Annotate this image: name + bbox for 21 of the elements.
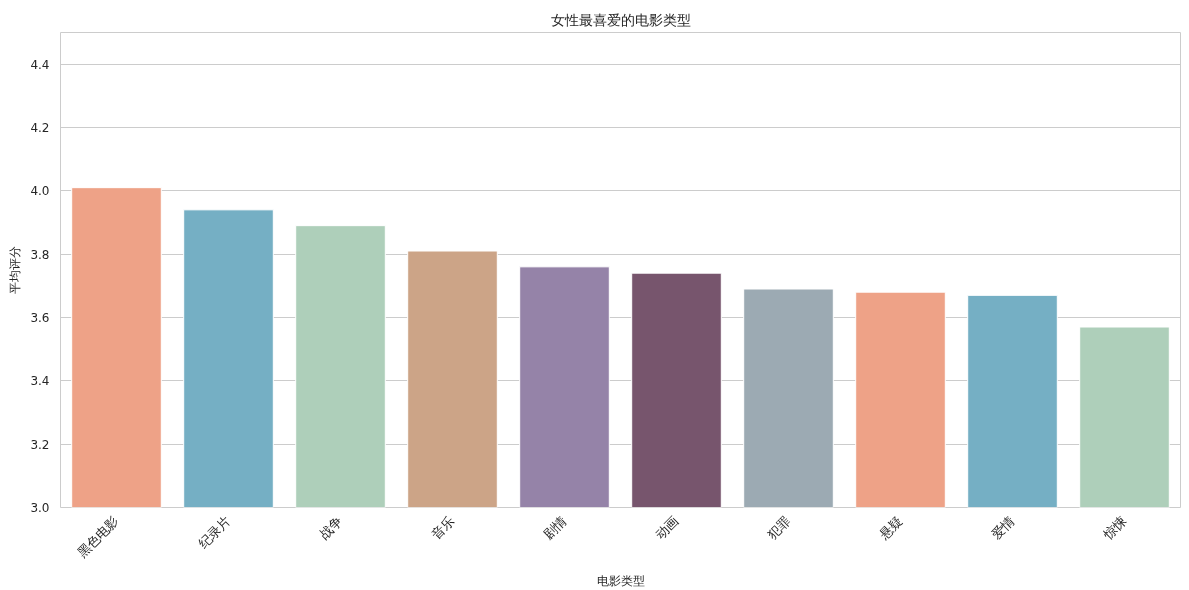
y-tick-label: 4.4 [30, 57, 50, 72]
x-tick-label: 战争 [316, 513, 346, 543]
x-tick-label: 悬疑 [876, 513, 906, 543]
y-axis-title: 平均评分 [8, 246, 23, 294]
x-tick-label: 爱情 [988, 513, 1018, 543]
y-tick-label: 3.6 [30, 311, 50, 325]
x-tick-label: 音乐 [428, 513, 458, 543]
y-tick-label: 3.4 [30, 374, 50, 389]
chart-title: 女性最喜爱的电影类型 [550, 11, 691, 28]
y-tick-label: 4.0 [30, 184, 50, 199]
y-tick-label: 3.8 [30, 247, 50, 262]
x-tick-label: 惊悚 [1100, 513, 1130, 543]
y-tick-label: 3.2 [30, 437, 50, 452]
x-axis-title: 电影类型 [596, 573, 645, 588]
x-tick-label: 剧情 [540, 513, 570, 543]
x-tick-label: 纪录片 [195, 513, 234, 552]
y-tick-label: 3.0 [30, 501, 50, 515]
x-tick-label: 犯罪 [764, 513, 794, 543]
x-tick-label: 动画 [652, 513, 682, 543]
x-tick-label: 黑色电影 [74, 513, 122, 561]
y-tick-label: 4.2 [30, 121, 50, 135]
